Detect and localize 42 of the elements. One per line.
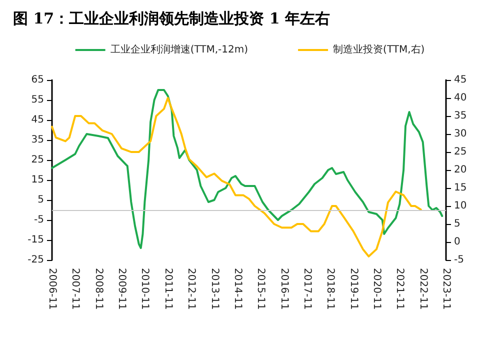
y2-tick-label: 30 xyxy=(454,128,467,140)
x-tick-label: 2016-11 xyxy=(278,268,290,310)
y2-tick-label: 10 xyxy=(454,200,467,212)
y2-tick-label: 15 xyxy=(454,182,467,194)
y-tick-label: 55 xyxy=(31,94,44,106)
x-tick-label: 2014-11 xyxy=(232,268,243,310)
x-tick-label: 2006-11 xyxy=(46,268,58,310)
chart-title: 图 17：工业企业利润领先制造业投资 1 年左右 xyxy=(13,10,330,28)
x-tick-label: 2011-11 xyxy=(162,268,174,310)
y2-tick-label: 35 xyxy=(454,110,467,122)
y-tick-label: 25 xyxy=(31,154,44,166)
x-tick-label: 2010-11 xyxy=(139,268,150,310)
x-tick-label: 2021-11 xyxy=(394,268,406,310)
x-tick-label: 2017-11 xyxy=(301,268,312,310)
x-tick-label: 2023-11 xyxy=(440,268,452,310)
y-tick-label: -5 xyxy=(34,214,44,226)
y2-tick-label: 25 xyxy=(454,146,467,158)
y-tick-label: 35 xyxy=(31,134,44,146)
y-tick-label: 65 xyxy=(31,74,44,86)
y2-tick-label: 5 xyxy=(454,218,460,230)
legend-label: 制造业投资(TTM,右) xyxy=(333,44,425,56)
y2-tick-label: 0 xyxy=(454,236,460,248)
y2-tick-label: 40 xyxy=(454,92,467,104)
x-tick-label: 2022-11 xyxy=(417,268,428,310)
x-tick-label: 2007-11 xyxy=(70,268,81,310)
y2-tick-label: -5 xyxy=(454,254,464,266)
x-tick-label: 2020-11 xyxy=(371,268,382,310)
y-tick-label: 45 xyxy=(31,114,44,126)
y2-tick-label: 45 xyxy=(454,74,467,86)
y2-tick-label: 20 xyxy=(454,164,467,176)
x-tick-label: 2018-11 xyxy=(324,268,336,310)
y-tick-label: -25 xyxy=(28,254,44,266)
x-tick-label: 2013-11 xyxy=(208,268,220,310)
y-tick-label: 5 xyxy=(38,194,44,206)
y-tick-label: 15 xyxy=(31,174,44,186)
x-tick-label: 2008-11 xyxy=(92,268,104,310)
legend-label: 工业企业利润增速(TTM,-12m) xyxy=(110,44,248,56)
x-tick-label: 2012-11 xyxy=(186,268,197,310)
x-tick-label: 2015-11 xyxy=(255,268,266,310)
x-tick-label: 2009-11 xyxy=(116,268,128,310)
y-tick-label: -15 xyxy=(28,234,44,246)
x-tick-label: 2019-11 xyxy=(348,268,359,310)
